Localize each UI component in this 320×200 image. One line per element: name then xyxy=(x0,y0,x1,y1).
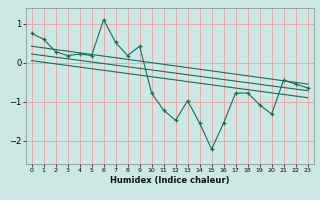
X-axis label: Humidex (Indice chaleur): Humidex (Indice chaleur) xyxy=(110,176,229,185)
